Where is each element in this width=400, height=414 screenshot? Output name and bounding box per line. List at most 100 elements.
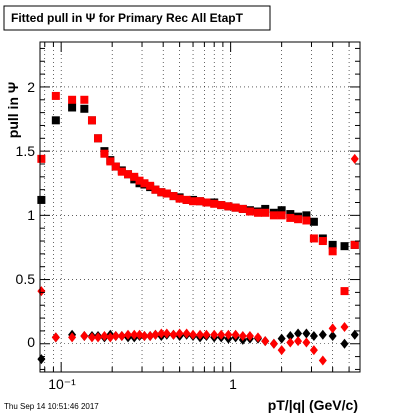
- data-point: [245, 207, 254, 216]
- data-point: [224, 329, 233, 340]
- data-point: [309, 331, 318, 342]
- y-tick-label-1-5: 1.5: [16, 143, 36, 159]
- data-point: [189, 197, 198, 206]
- data-point: [37, 195, 46, 204]
- data-point: [111, 331, 120, 342]
- data-point: [286, 213, 295, 222]
- data-point: [87, 116, 96, 125]
- data-point: [117, 331, 126, 342]
- data-point: [94, 332, 103, 343]
- data-point: [202, 198, 211, 207]
- data-point: [294, 328, 303, 339]
- data-point: [140, 179, 149, 188]
- data-point: [210, 199, 219, 208]
- grid-lines: [40, 42, 360, 372]
- data-point: [80, 331, 89, 342]
- data-point: [277, 333, 286, 344]
- data-point: [210, 329, 219, 340]
- data-point: [328, 240, 337, 249]
- data-point: [350, 329, 359, 340]
- data-point: [130, 172, 139, 181]
- data-point: [94, 134, 103, 143]
- data-point: [261, 336, 270, 347]
- data-point: [157, 328, 166, 339]
- data-point: [294, 336, 303, 347]
- data-point: [124, 170, 133, 179]
- data-point: [217, 329, 226, 340]
- data-point: [309, 345, 318, 356]
- y-tick-label-1: 1: [27, 207, 35, 223]
- data-point: [51, 332, 60, 343]
- y-tick-label-0-5: 0.5: [16, 271, 36, 287]
- data-point: [277, 345, 286, 356]
- data-point: [253, 208, 262, 217]
- data-point: [130, 329, 139, 340]
- data-point: [106, 332, 115, 343]
- data-point: [87, 332, 96, 343]
- data-point: [100, 149, 109, 158]
- data-point: [340, 287, 349, 296]
- data-point: [175, 194, 184, 203]
- data-point: [51, 116, 60, 125]
- title-box: [3, 5, 271, 31]
- data-point: [189, 329, 198, 340]
- data-point: [269, 211, 278, 220]
- footer-timestamp: Thu Sep 14 10:51:46 2017: [4, 402, 99, 411]
- data-point: [309, 234, 318, 243]
- data-point: [68, 103, 77, 112]
- plot-frame: [39, 41, 361, 373]
- data-point: [340, 338, 349, 349]
- data-point: [182, 195, 191, 204]
- data-point: [231, 203, 240, 212]
- y-axis-title: pull in Ψ: [5, 82, 21, 138]
- chart-title: Fitted pull in Ψ for Primary Rec All Eta…: [11, 11, 244, 25]
- data-point: [302, 337, 311, 348]
- data-point: [294, 215, 303, 224]
- x-tick-label-1: 1: [229, 376, 237, 392]
- data-point: [135, 176, 144, 185]
- data-point: [302, 328, 311, 339]
- x-tick-label-0-1: 10⁻¹: [48, 376, 76, 392]
- axis-ticks: [40, 42, 360, 372]
- data-point: [162, 328, 171, 339]
- data-point: [340, 242, 349, 251]
- y-tick-label-0: 0: [27, 334, 35, 350]
- data-point: [318, 237, 327, 246]
- data-point: [196, 329, 205, 340]
- data-point: [157, 188, 166, 197]
- y-tick-label-2: 2: [27, 79, 35, 95]
- data-point: [140, 331, 149, 342]
- data-point: [146, 331, 155, 342]
- series-1: [37, 91, 359, 296]
- data-point: [37, 154, 46, 163]
- data-point: [162, 189, 171, 198]
- data-point: [245, 331, 254, 342]
- data-point: [80, 104, 89, 113]
- data-point: [100, 331, 109, 342]
- data-point: [318, 329, 327, 340]
- data-point: [37, 286, 46, 297]
- data-point: [328, 331, 337, 342]
- data-point: [202, 329, 211, 340]
- data-point: [117, 167, 126, 176]
- data-point: [302, 216, 311, 225]
- y-tick-labels: 0 0.5 1 1.5 2: [16, 79, 36, 350]
- data-point: [231, 329, 240, 340]
- data-point: [217, 201, 226, 210]
- data-point: [238, 331, 247, 342]
- data-point: [286, 331, 295, 342]
- data-point: [302, 211, 311, 220]
- data-point: [106, 157, 115, 166]
- data-points: [37, 91, 359, 366]
- data-point: [169, 192, 178, 201]
- data-point: [309, 217, 318, 226]
- data-point: [124, 329, 133, 340]
- data-point: [151, 329, 160, 340]
- data-point: [146, 181, 155, 190]
- data-point: [224, 202, 233, 211]
- data-point: [286, 337, 295, 348]
- data-point: [182, 328, 191, 339]
- data-point: [340, 322, 349, 333]
- data-point: [277, 206, 286, 215]
